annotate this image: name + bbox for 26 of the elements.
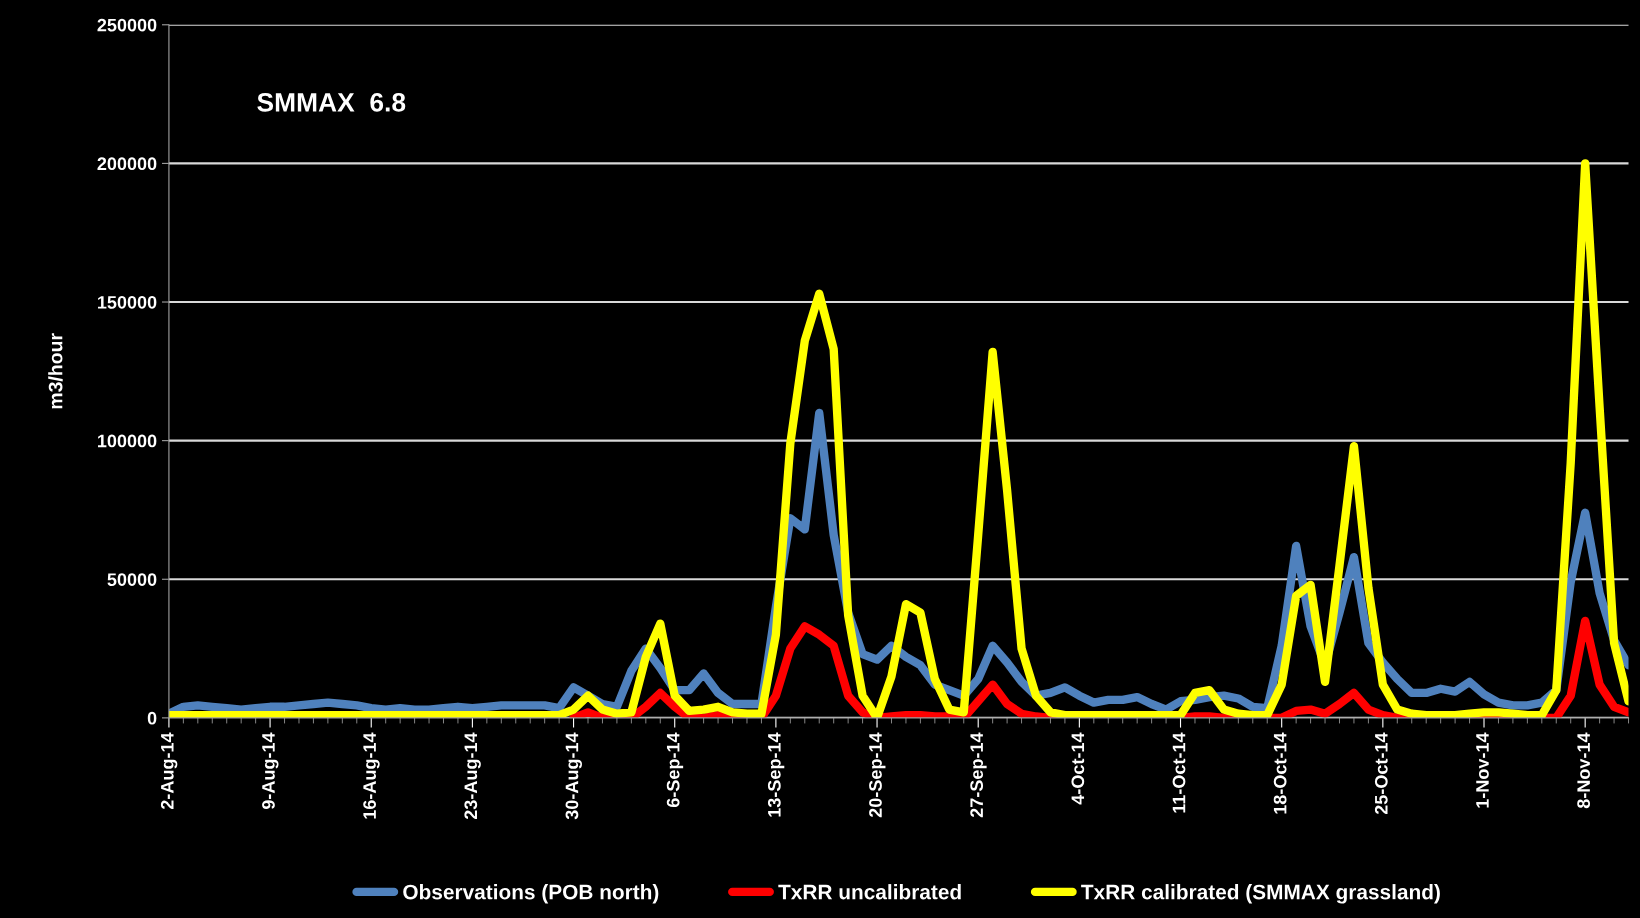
x-tick-label: 13-Sep-14 [767,732,785,817]
y-axis-title: m3/hour [48,333,63,409]
x-tick-label: 2-Aug-14 [160,732,178,810]
annotation: SMMAX 6.8 [257,93,406,112]
x-tick-label: 1-Nov-14 [1476,732,1489,808]
x-tick-label: 9-Aug-14 [262,732,279,810]
y-tick-label: 50000 [107,573,157,586]
y-tick-label: 250000 [97,18,157,32]
x-tick-label: 4-Oct-14 [1071,732,1085,805]
y-tick-label: 0 [147,711,157,725]
y-tick-label: 200000 [97,157,157,171]
legend-label: TxRR calibrated (SMMAX grassland) [1081,884,1440,904]
y-tick-label: 150000 [98,295,157,309]
x-tick-label: 20-Sep-14 [869,732,886,818]
x-tick-label: 11-Oct-14 [1172,732,1186,813]
y-tick-label: 100000 [98,434,157,448]
x-tick-label: 27-Sep-14 [970,732,987,818]
x-tick-label: 16-Aug-14 [363,732,380,819]
x-tick-label: 8-Nov-14 [1577,732,1591,809]
x-tick-label: 23-Aug-14 [464,732,481,820]
legend-label: TxRR uncalibrated [778,884,961,900]
legend-label: Observations (POB north) [403,884,659,904]
x-tick-label: 6-Sep-14 [666,732,684,808]
x-tick-label: 25-Oct-14 [1374,732,1388,815]
x-tick-label: 18-Oct-14 [1273,732,1287,814]
x-tick-label: 30-Aug-14 [565,732,582,820]
